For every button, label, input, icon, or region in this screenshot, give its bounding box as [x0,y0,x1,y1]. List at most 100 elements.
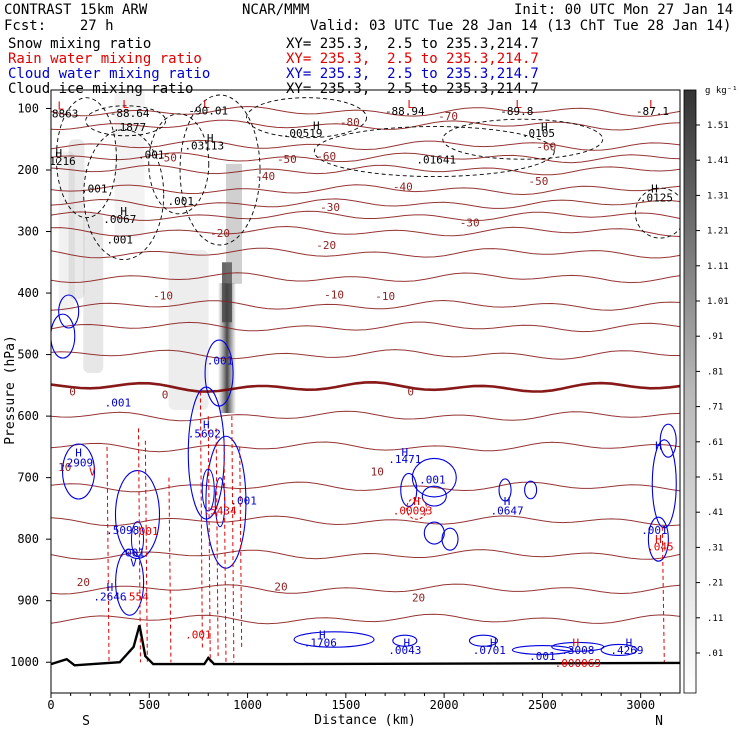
extrema-label: .001 [641,524,668,537]
rain-water-contour [406,497,428,520]
colorbar-unit: g kg⁻¹ [705,86,738,96]
extrema-label: .001 [207,355,234,368]
snow-shading-patch [83,213,104,374]
isotherm-label: -70 [438,110,458,123]
isotherm-line [51,515,680,527]
y-tick-label: 700 [17,471,39,485]
cloud-ice-contour [148,113,210,215]
field-name-cloud-ice: Cloud ice mixing ratio [8,81,194,97]
extrema-label: .001 [105,397,132,410]
isotherm-label: -20 [316,239,336,252]
rain-water-contour [207,416,211,663]
snow-shading-patch [68,139,85,300]
extrema-label: .5098 [106,524,139,537]
extrema-label: -88.64 [110,107,150,120]
cloud-water-contour [58,294,80,329]
isotherm-label: -50 [277,153,297,166]
cloud-water-contour [114,470,161,560]
freezing-level-isotherm [51,380,680,393]
isotherm-label: 0 [162,389,169,402]
valid-time: Valid: 03 UTC Tue 28 Jan 14 (13 ChT Tue … [310,18,732,34]
isotherm-line [51,225,680,237]
extrema-label: .5602 [188,427,221,440]
isotherm-line [51,210,680,222]
extrema-label: .3008 [561,644,594,657]
extrema-label: H [403,637,410,650]
contour-labels: -80 -70-60-60-50 -50-50-40-40-30-30-20-20-… [51,98,674,670]
isotherm-label: -30 [460,216,480,229]
extrema-label: H [107,581,114,594]
rain-water-contour [661,526,665,663]
snow-upper-column [226,163,242,284]
extrema-label: .554 [122,590,149,603]
extrema-label: .0067 [103,213,136,226]
extrema-label: V [130,557,137,570]
y-tick-label: 100 [17,101,39,115]
isotherm-line [51,247,680,259]
isotherm-label: -10 [324,288,344,301]
rain-water-contour [144,440,148,663]
colorbar-label: 1.11 [707,262,729,272]
x-axis-title: Distance (km) [314,713,416,728]
isotherm-label: -10 [375,290,395,303]
y-tick-label: 200 [17,163,39,177]
extrema-label: .01641 [416,154,456,167]
extrema-label: .03113 [184,139,224,152]
field-xy-cloud-ice: XY= 235.3, 2.5 to 235.3,214.7 [286,81,539,97]
extrema-label: .001 [118,547,145,560]
cloud-water-contour [115,548,145,616]
isotherm-line [51,441,680,453]
extrema-label: H [504,495,511,508]
cloud-water-contour [511,644,573,655]
isotherm-line [51,139,680,151]
extrema-label: .2909 [60,456,93,469]
extrema-label: -89.8 [500,105,533,118]
extrema-label: L [122,98,129,111]
extrema-label: .0105 [522,127,555,140]
cloud-water-contour [51,313,76,359]
isotherm-label: 0 [407,386,414,399]
cloud-water-contour [205,435,247,569]
x-axis-north-label: N [655,714,663,729]
colorbar-ramp [683,89,697,694]
isotherm-line [51,549,680,561]
field-name-snow: Snow mixing ratio [8,36,152,52]
extrema-label: .5434 [203,504,236,517]
institution-label: NCAR/MMM [242,2,310,18]
colorbar-label: 1.51 [707,121,729,131]
extrema-label: .0647 [490,504,523,517]
cloud-ice-contour [442,118,604,160]
extrema-label: H [541,121,548,134]
cloud-water-contour [61,443,96,500]
colorbar-label: .71 [707,403,723,413]
extrema-label: .0701 [473,644,506,657]
colorbar-label: .81 [707,367,723,377]
isotherm-label: -40 [255,170,275,183]
mixing-ratio-contours [51,94,680,663]
isotherm-label: 10 [371,465,384,478]
x-tick-label: 500 [138,698,160,712]
isotherm-label: 0 [69,386,76,399]
extrema-label: .001 [419,473,446,486]
rain-water-contour [223,440,227,663]
extrema-label: H [402,446,409,459]
extrema-label: H [313,120,320,133]
isotherm-label: -80 [340,116,360,129]
extrema-label: H [207,132,214,145]
cloud-water-inner-contour [214,477,226,528]
x-tick-label: 3000 [626,698,655,712]
isotherm-line [51,349,680,360]
y-tick-label: 600 [17,409,39,423]
isotherm-label: -60 [316,150,336,163]
extrema-label: L [407,98,414,111]
colorbar-label: 1.31 [707,191,729,201]
extrema-label: .2646 [93,590,126,603]
colorbar-label: .11 [707,614,723,624]
rain-water-contour [199,391,203,650]
model-title: CONTRAST 15km ARW [4,2,148,18]
extrema-label: .001 [138,149,165,162]
cloud-ice-contour [179,94,261,246]
extrema-label: -90.01 [188,104,228,117]
y-axis-title: Pressure (hPa) [3,335,18,445]
extrema-label: H [75,446,82,459]
